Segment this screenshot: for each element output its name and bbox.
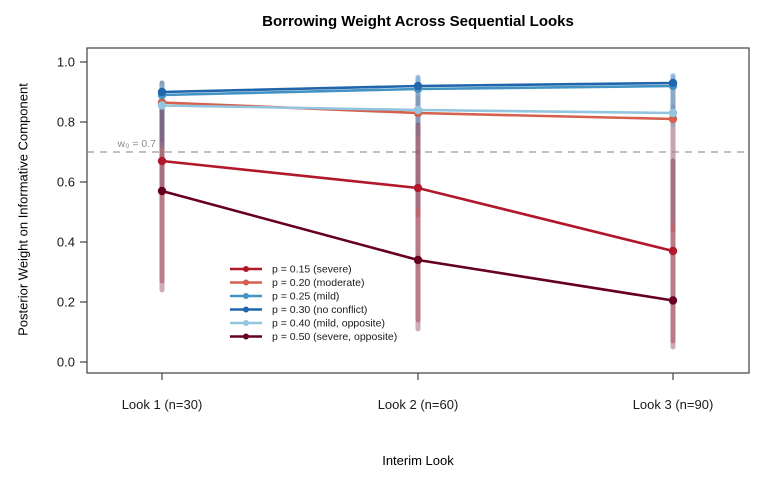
data-point xyxy=(413,255,423,265)
data-point xyxy=(413,81,423,91)
x-axis-tick-label: Look 3 (n=90) xyxy=(633,397,714,412)
y-axis-tick-label: 1.0 xyxy=(57,55,75,70)
legend-swatch-point xyxy=(243,266,249,272)
data-point xyxy=(157,186,167,196)
legend-swatch-point xyxy=(243,333,249,340)
legend-swatch-point xyxy=(243,320,249,326)
legend-swatch-point xyxy=(243,293,249,299)
legend-label: p = 0.15 (severe) xyxy=(272,264,352,276)
legend-swatch-point xyxy=(243,306,249,313)
data-point xyxy=(413,105,423,115)
legend-label: p = 0.40 (mild, opposite) xyxy=(272,318,385,330)
data-point xyxy=(668,246,678,256)
data-point xyxy=(157,87,167,97)
reference-line-label: w₀ = 0.7 xyxy=(116,138,156,150)
data-point xyxy=(668,108,678,118)
y-axis-tick-label: 0.0 xyxy=(57,355,75,370)
data-point xyxy=(157,156,167,166)
data-point xyxy=(668,114,678,124)
data-point xyxy=(668,78,678,88)
legend-swatch-point xyxy=(243,279,249,286)
data-point xyxy=(668,296,678,305)
y-axis-tick-label: 0.4 xyxy=(57,235,75,250)
legend-label: p = 0.20 (moderate) xyxy=(272,277,365,289)
legend-label: p = 0.50 (severe, opposite) xyxy=(272,331,397,343)
data-point xyxy=(157,101,167,110)
y-axis-tick-label: 0.2 xyxy=(57,295,75,310)
chart-title: Borrowing Weight Across Sequential Looks xyxy=(262,13,574,30)
legend-label: p = 0.30 (no conflict) xyxy=(272,304,367,316)
y-axis-tick-label: 0.6 xyxy=(57,175,75,190)
data-point xyxy=(413,183,423,193)
y-axis-tick-label: 0.8 xyxy=(57,115,75,130)
x-axis-title: Interim Look xyxy=(382,453,454,468)
x-axis-tick-label: Look 1 (n=30) xyxy=(122,397,203,412)
x-axis-tick-label: Look 2 (n=60) xyxy=(378,397,459,412)
legend-label: p = 0.25 (mild) xyxy=(272,291,339,303)
